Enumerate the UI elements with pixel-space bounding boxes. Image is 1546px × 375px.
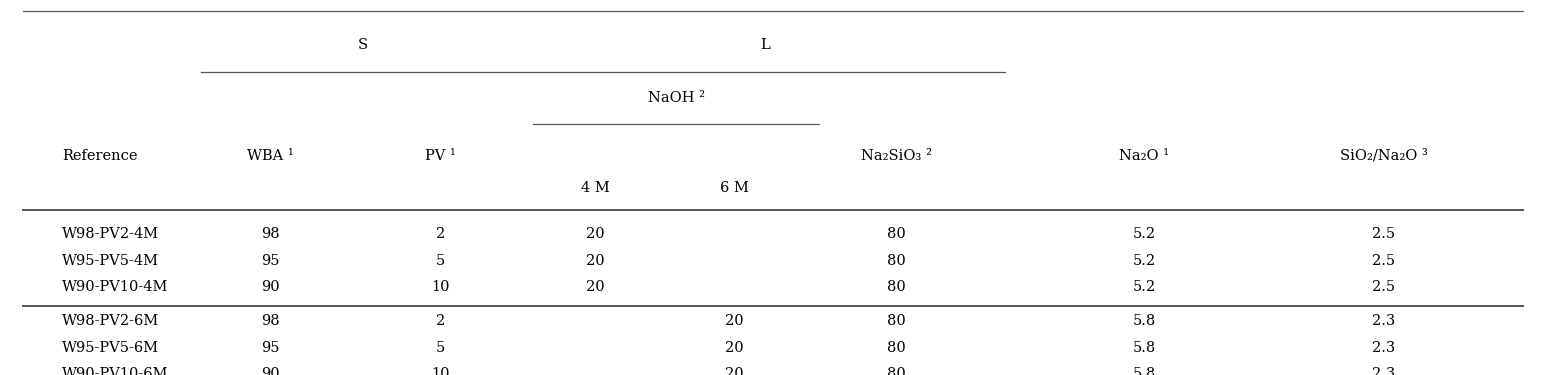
Text: S: S xyxy=(359,38,368,52)
Text: 98: 98 xyxy=(261,314,280,328)
Text: W98-PV2-4M: W98-PV2-4M xyxy=(62,227,159,242)
Text: SiO₂/Na₂O ³: SiO₂/Na₂O ³ xyxy=(1340,148,1427,163)
Text: 5.8: 5.8 xyxy=(1132,367,1156,375)
Text: 10: 10 xyxy=(431,367,450,375)
Text: 95: 95 xyxy=(261,254,280,268)
Text: 20: 20 xyxy=(725,367,744,375)
Text: 80: 80 xyxy=(887,280,906,294)
Text: 98: 98 xyxy=(261,227,280,242)
Text: 20: 20 xyxy=(586,254,604,268)
Text: Na₂SiO₃ ²: Na₂SiO₃ ² xyxy=(861,148,932,163)
Text: Reference: Reference xyxy=(62,148,138,163)
Text: 5.2: 5.2 xyxy=(1133,227,1155,242)
Text: 2.5: 2.5 xyxy=(1373,227,1394,242)
Text: 5.2: 5.2 xyxy=(1133,254,1155,268)
Text: Na₂O ¹: Na₂O ¹ xyxy=(1119,148,1169,163)
Text: W95-PV5-4M: W95-PV5-4M xyxy=(62,254,159,268)
Text: W90-PV10-4M: W90-PV10-4M xyxy=(62,280,169,294)
Text: 20: 20 xyxy=(725,340,744,355)
Text: 90: 90 xyxy=(261,367,280,375)
Text: W95-PV5-6M: W95-PV5-6M xyxy=(62,340,159,355)
Text: 80: 80 xyxy=(887,367,906,375)
Text: 20: 20 xyxy=(586,227,604,242)
Text: 5.8: 5.8 xyxy=(1132,314,1156,328)
Text: 80: 80 xyxy=(887,254,906,268)
Text: 80: 80 xyxy=(887,340,906,355)
Text: 95: 95 xyxy=(261,340,280,355)
Text: 4 M: 4 M xyxy=(581,180,609,195)
Text: 20: 20 xyxy=(725,314,744,328)
Text: 80: 80 xyxy=(887,227,906,242)
Text: 2: 2 xyxy=(436,314,445,328)
Text: 5.8: 5.8 xyxy=(1132,340,1156,355)
Text: 10: 10 xyxy=(431,280,450,294)
Text: 2: 2 xyxy=(436,227,445,242)
Text: WBA ¹: WBA ¹ xyxy=(247,148,294,163)
Text: L: L xyxy=(761,38,770,52)
Text: 5: 5 xyxy=(436,254,445,268)
Text: 5: 5 xyxy=(436,340,445,355)
Text: 2.3: 2.3 xyxy=(1371,340,1396,355)
Text: 5.2: 5.2 xyxy=(1133,280,1155,294)
Text: 20: 20 xyxy=(586,280,604,294)
Text: W90-PV10-6M: W90-PV10-6M xyxy=(62,367,169,375)
Text: 2.3: 2.3 xyxy=(1371,314,1396,328)
Text: 2.3: 2.3 xyxy=(1371,367,1396,375)
Text: 80: 80 xyxy=(887,314,906,328)
Text: 6 M: 6 M xyxy=(720,180,748,195)
Text: 2.5: 2.5 xyxy=(1373,280,1394,294)
Text: 90: 90 xyxy=(261,280,280,294)
Text: NaOH ²: NaOH ² xyxy=(648,90,705,105)
Text: 2.5: 2.5 xyxy=(1373,254,1394,268)
Text: PV ¹: PV ¹ xyxy=(425,148,456,163)
Text: W98-PV2-6M: W98-PV2-6M xyxy=(62,314,159,328)
